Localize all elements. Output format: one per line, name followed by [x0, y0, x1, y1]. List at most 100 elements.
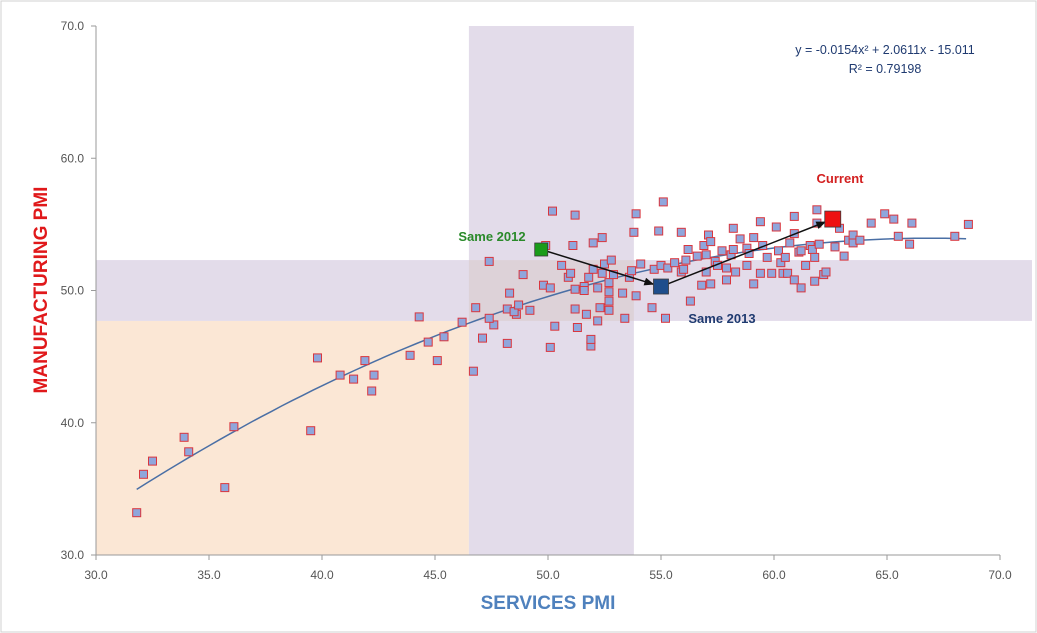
- data-point: [735, 234, 745, 244]
- data-point: [889, 214, 899, 224]
- data-point: [683, 245, 693, 254]
- x-tick-label: 45.0: [423, 568, 447, 582]
- data-point: [706, 279, 716, 289]
- data-point: [595, 303, 605, 313]
- data-point: [676, 227, 686, 237]
- y-tick-label: 60.0: [61, 151, 85, 165]
- data-point: [866, 218, 876, 228]
- x-tick-label: 55.0: [649, 568, 673, 582]
- data-point: [679, 264, 689, 274]
- data-point: [457, 317, 467, 327]
- data-point: [579, 286, 589, 295]
- data-point: [681, 255, 691, 265]
- data-point: [796, 283, 806, 293]
- data-point: [518, 270, 528, 280]
- data-point: [468, 366, 478, 376]
- data-point: [525, 305, 535, 315]
- data-point: [905, 239, 915, 249]
- x-tick-label: 30.0: [84, 568, 108, 582]
- data-point: [814, 239, 824, 249]
- data-point: [663, 263, 673, 273]
- highlight-markers: [534, 210, 842, 295]
- x-tick-label: 65.0: [875, 568, 899, 582]
- data-point: [692, 251, 702, 261]
- data-point: [785, 238, 795, 248]
- data-point: [597, 268, 607, 278]
- data-point: [432, 356, 442, 366]
- data-point: [604, 296, 614, 306]
- data-point: [848, 230, 858, 240]
- y-tick-label: 40.0: [61, 416, 85, 430]
- data-point: [670, 258, 680, 268]
- data-point: [880, 209, 890, 219]
- data-point: [830, 242, 840, 252]
- data-point: [588, 238, 598, 248]
- data-point: [179, 432, 189, 442]
- data-point: [609, 270, 618, 280]
- data-point: [789, 211, 799, 221]
- data-point: [570, 304, 580, 314]
- trendline-group: [136, 237, 967, 491]
- data-point: [728, 245, 738, 254]
- data-point: [647, 303, 657, 313]
- data-point: [360, 356, 370, 366]
- data-point: [581, 309, 591, 319]
- arrow-2013-to-current: [660, 221, 827, 288]
- data-point: [586, 334, 596, 344]
- current-marker: [824, 210, 842, 228]
- data-point: [731, 267, 741, 277]
- data-point: [629, 227, 639, 237]
- data-point: [548, 206, 557, 216]
- data-point: [545, 342, 555, 352]
- data-point: [780, 252, 790, 262]
- data-point: [783, 268, 793, 278]
- data-point: [717, 246, 727, 256]
- data-point: [796, 246, 806, 256]
- data-point: [907, 218, 917, 228]
- data-point: [722, 263, 731, 273]
- data-point: [620, 313, 630, 323]
- data-point: [697, 280, 707, 290]
- data-point: [701, 250, 711, 260]
- data-point: [405, 350, 415, 360]
- data-point: [568, 241, 578, 250]
- data-point: [593, 283, 603, 293]
- data-point: [685, 296, 695, 306]
- data-point: [220, 483, 230, 493]
- data-point: [572, 323, 582, 332]
- data-point: [148, 456, 157, 466]
- data-point: [658, 197, 668, 207]
- data-point: [478, 333, 487, 343]
- data-point: [132, 508, 142, 518]
- data-point: [229, 422, 239, 432]
- data-point: [706, 237, 716, 247]
- data-point: [893, 231, 903, 241]
- low-zone-region: [96, 320, 469, 555]
- data-point: [771, 222, 781, 232]
- data-point: [367, 386, 377, 396]
- same-2013-label: Same 2013: [688, 311, 755, 326]
- data-point: [774, 246, 783, 256]
- data-point: [471, 303, 481, 313]
- x-tick-label: 70.0: [988, 568, 1012, 582]
- data-point: [636, 259, 646, 269]
- data-point: [631, 209, 641, 219]
- data-point: [767, 268, 777, 278]
- data-point: [789, 275, 799, 285]
- data-point: [812, 205, 822, 215]
- data-point: [749, 233, 759, 243]
- data-point: [597, 233, 607, 243]
- same-2013-marker: [653, 278, 669, 295]
- data-point: [722, 275, 731, 285]
- data-point: [604, 287, 614, 297]
- data-point: [335, 370, 345, 380]
- data-point: [839, 251, 849, 261]
- data-point: [606, 255, 616, 265]
- x-tick-label: 60.0: [762, 568, 786, 582]
- y-tick-label: 30.0: [61, 548, 85, 562]
- data-point: [505, 288, 515, 298]
- data-point: [570, 284, 580, 294]
- data-point: [184, 447, 194, 457]
- same-2012-marker: [534, 242, 549, 257]
- data-point: [810, 252, 820, 262]
